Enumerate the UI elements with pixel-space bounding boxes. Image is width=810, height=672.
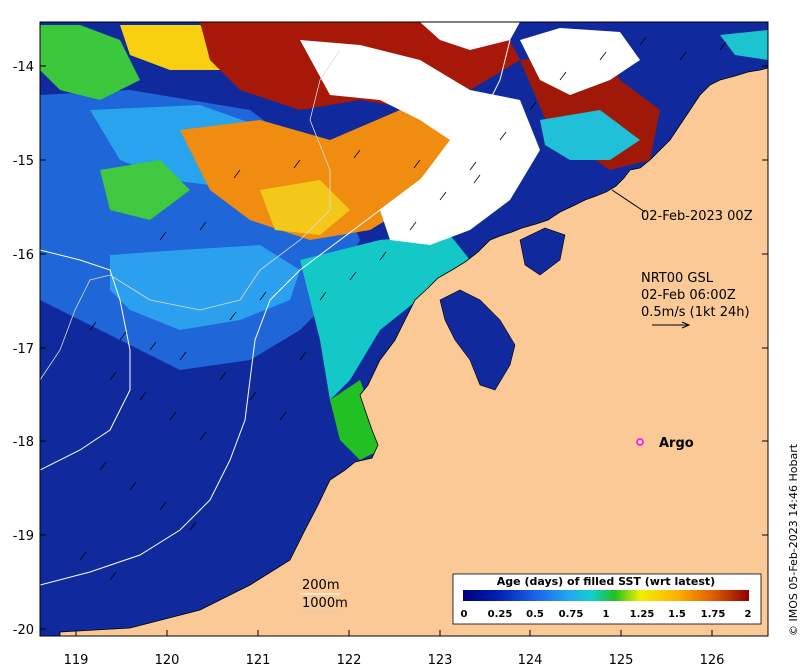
contour-1000m-label: 1000m: [302, 596, 348, 611]
current-source-label: NRT00 GSL: [641, 271, 714, 286]
track-date-label: 02-Feb-2023 00Z: [641, 209, 753, 224]
map-frame: [39, 21, 769, 637]
sst-light-blue-region: [110, 245, 300, 330]
contour-200m-label: 200m: [302, 578, 339, 593]
lon-tick-label: 119: [64, 653, 89, 668]
map-plot-area: [40, 22, 768, 636]
colorbar-tick: 0.5: [526, 609, 544, 620]
sst-yellow-region-2: [260, 180, 350, 235]
credit-text: © IMOS 05-Feb-2023 14:46 Hobart: [787, 443, 800, 636]
y-axis-ticks: [40, 65, 768, 630]
colorbar-tick-labels: 0 0.25 0.5 0.75 1 1.25 1.5 1.75 2: [461, 609, 752, 620]
lat-tick-label: -17: [13, 342, 34, 357]
current-time-label: 02-Feb 06:00Z: [641, 288, 736, 303]
colorbar-tick: 0: [461, 609, 468, 620]
colorbar-title: Age (days) of filled SST (wrt latest): [497, 575, 715, 588]
sst-cyan-region: [300, 235, 470, 400]
isobath-1000m-2: [40, 49, 341, 381]
colorbar-tick: 1.75: [701, 609, 726, 620]
track-date-pointer: [611, 189, 646, 213]
argo-float-marker[interactable]: [636, 438, 644, 446]
lat-tick-label: -20: [13, 623, 34, 638]
colorbar-tick: 0.75: [559, 609, 584, 620]
sst-green-region-north: [40, 25, 140, 100]
lat-tick-label: -15: [13, 154, 34, 169]
lat-tick-label: -18: [13, 435, 34, 450]
missing-data-region-north: [420, 22, 520, 50]
lon-tick-label: 126: [700, 653, 725, 668]
colorbar-gradient: [463, 590, 749, 601]
king-sound-inlet: [439, 289, 516, 391]
colorbar-tick: 0.25: [488, 609, 513, 620]
lon-tick-label: 123: [428, 653, 453, 668]
lon-tick-label: 124: [518, 653, 543, 668]
sst-green-region-mid: [100, 160, 190, 220]
lon-tick-label: 121: [246, 653, 271, 668]
current-scale-arrow: [652, 321, 691, 329]
colorbar-tick: 1: [603, 609, 610, 620]
land-mass: [59, 22, 768, 636]
current-vectors: [79, 36, 727, 581]
lon-tick-label: 120: [155, 653, 180, 668]
lat-tick-label: -19: [13, 529, 34, 544]
lat-tick-label: -16: [13, 248, 34, 263]
isobath-1000m: [40, 249, 131, 471]
missing-data-region: [300, 40, 540, 245]
lat-tick-label: -14: [13, 60, 34, 75]
isobath-200m: [40, 39, 511, 586]
colorbar-tick: 1.5: [668, 609, 686, 620]
colorbar-tick: 1.25: [630, 609, 655, 620]
current-scale-label: 0.5m/s (1kt 24h): [641, 305, 750, 320]
sst-cyan-patch-2: [720, 30, 768, 60]
lon-tick-label: 125: [609, 653, 634, 668]
colorbar-tick: 2: [745, 609, 752, 620]
missing-data-region-east: [520, 28, 640, 95]
collier-bay-inlet: [519, 227, 566, 276]
lon-tick-label: 122: [337, 653, 362, 668]
x-axis-ticks: [75, 630, 713, 636]
sst-cyan-patch-north: [540, 110, 640, 160]
argo-label: Argo: [659, 436, 694, 451]
sst-orange-region: [180, 100, 500, 240]
